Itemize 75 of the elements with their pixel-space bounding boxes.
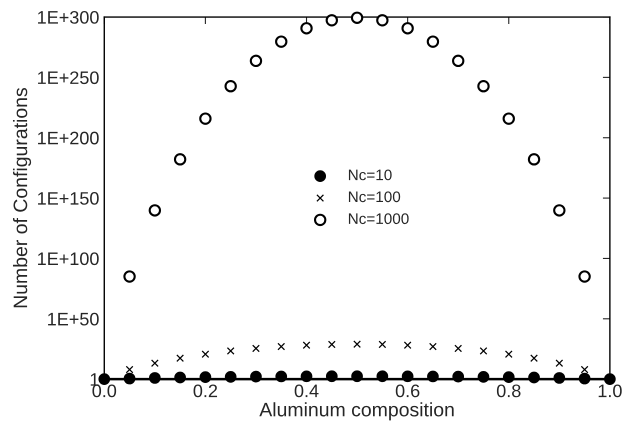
point [226,347,235,355]
point [378,340,386,348]
point [275,370,288,382]
x-tick-label: 0.8 [496,384,521,398]
point [402,370,414,382]
point [98,373,110,385]
point [302,341,310,350]
point [224,371,237,383]
point [528,372,540,384]
point [250,370,262,382]
point [202,350,210,358]
point [528,153,540,166]
point [426,35,440,48]
point [124,372,136,384]
point [148,372,161,384]
point [427,370,439,382]
x-tick-label: 0.6 [396,384,420,398]
y-tick-label: 1E+300 [38,10,99,24]
legend-label: Nc=10 [348,169,392,180]
point [553,372,566,384]
point [123,270,136,283]
point [404,341,412,350]
point [300,370,312,382]
point [326,14,338,26]
y-tick-label: 1E+150 [38,192,99,205]
legend-label: Nc=1000 [348,213,409,224]
point [199,112,212,125]
y-tick-label: 1E+200 [38,132,99,144]
point [174,372,186,384]
x-tick-label: 0.4 [294,384,319,398]
point [150,359,159,368]
point [578,270,591,283]
point [275,35,288,48]
point [477,80,490,92]
x-axis-title: Aluminum composition [259,402,454,420]
point [224,80,237,92]
point [452,54,464,68]
y-axis-title: Number of Configurations [12,88,32,308]
point [502,371,515,383]
point [502,112,515,125]
point [174,153,186,166]
point [351,370,363,382]
point [326,370,338,382]
point [353,340,361,348]
point [126,366,134,374]
point [578,372,590,384]
point [452,370,464,382]
point [200,371,212,383]
point [148,204,162,217]
point [277,342,286,350]
point [478,371,490,383]
point [376,370,388,382]
point [454,344,462,352]
point [429,342,437,350]
x-tick-label: 0.2 [194,384,218,398]
point [580,366,588,374]
point [328,340,336,348]
point [504,350,513,358]
x-tick-label: 1.0 [598,384,622,398]
point [555,359,564,368]
point [480,347,488,355]
point [553,204,566,217]
point [176,354,184,362]
point [530,354,538,362]
legend-label: Nc=100 [348,191,400,202]
y-tick-label: 1E+100 [38,252,99,266]
point [401,22,414,34]
y-tick-label: 1E+50 [48,312,99,326]
point [250,54,262,68]
point [604,373,616,385]
point [376,14,389,26]
y-tick-label: 1E+250 [38,71,99,84]
point [252,344,260,352]
point [350,12,364,24]
point [300,22,313,34]
